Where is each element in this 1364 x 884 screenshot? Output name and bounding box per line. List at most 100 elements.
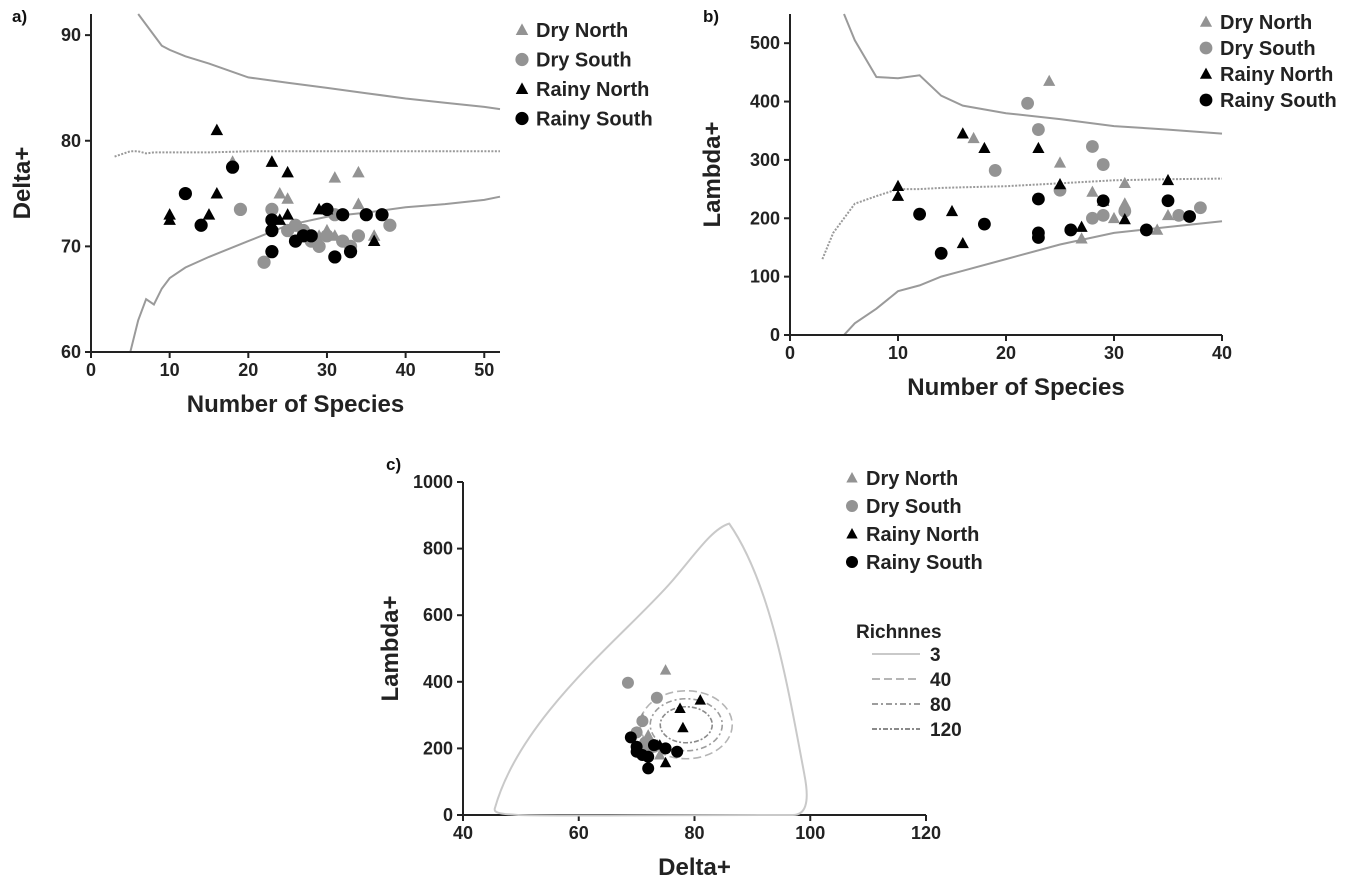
x-axis-label: Delta+ [658, 854, 731, 881]
legend-label-rainy-north: Rainy North [1220, 64, 1333, 86]
point-dry-south [383, 218, 397, 232]
x-axis-label: Number of Species [907, 374, 1124, 401]
legend-label-dry-north: Dry North [1220, 12, 1312, 34]
x-tick-label: 30 [1104, 343, 1124, 363]
point-rainy-south [265, 223, 279, 238]
y-tick-label: 90 [61, 25, 81, 45]
y-tick-label: 0 [770, 325, 780, 345]
funnel-upper-line [137, 13, 501, 111]
x-tick-label: 10 [160, 360, 180, 380]
point-dry-north [1086, 185, 1099, 197]
y-tick-label: 1000 [413, 472, 453, 492]
point-dry-south [1096, 158, 1110, 171]
point-dry-north [1107, 211, 1121, 224]
y-tick-label: 200 [750, 208, 780, 228]
point-rainy-north [694, 694, 706, 705]
point-rainy-south [659, 742, 672, 755]
point-rainy-south [1161, 194, 1175, 208]
funnel-lower-line [822, 220, 1223, 334]
point-rainy-south [1096, 194, 1110, 208]
legend-marker-rainy-north [1199, 67, 1213, 79]
y-tick-label: 100 [750, 267, 780, 287]
point-dry-south [257, 255, 271, 269]
funnel-lower-line [129, 195, 501, 351]
x-tick-label: 40 [1212, 343, 1232, 363]
legend-label-dry-north: Dry North [536, 20, 628, 42]
point-rainy-south [178, 186, 192, 201]
y-tick-label: 80 [61, 131, 81, 151]
point-dry-north [273, 186, 287, 199]
point-rainy-south [934, 246, 948, 260]
point-dry-south [1172, 208, 1186, 222]
point-dry-north [1151, 223, 1164, 235]
y-tick-label: 500 [750, 33, 780, 53]
point-rainy-south [265, 213, 279, 227]
x-tick-label: 0 [86, 360, 96, 380]
y-tick-label: 60 [61, 342, 81, 362]
x-tick-label: 100 [795, 823, 825, 843]
legend-label-rainy-north: Rainy North [866, 524, 979, 546]
point-dry-south [636, 715, 649, 728]
point-dry-south [233, 202, 248, 217]
point-rainy-south [978, 217, 991, 231]
point-dry-north [1043, 74, 1056, 86]
legend-marker-rainy-south [1199, 93, 1213, 107]
point-rainy-south [647, 739, 660, 752]
point-dry-south [1086, 211, 1099, 225]
x-tick-label: 30 [317, 360, 337, 380]
point-rainy-north [202, 208, 216, 220]
point-rainy-south [328, 250, 342, 264]
point-dry-south [265, 202, 279, 217]
panel-label: a) [12, 7, 27, 26]
point-dry-south [650, 691, 663, 704]
y-tick-label: 70 [61, 236, 81, 256]
point-rainy-north [659, 756, 672, 768]
y-tick-label: 600 [423, 605, 453, 625]
legend-label-dry-south: Dry South [866, 496, 962, 518]
panel-c: 40 60 80 100 120 0 200 400 600 800 1000 Delta+ Lambd… [377, 455, 983, 881]
x-tick-label: 10 [888, 343, 908, 363]
legend-marker-rainy-north [846, 528, 858, 539]
point-dry-north [352, 165, 365, 178]
y-tick-label: 0 [443, 805, 453, 825]
legend-marker-dry-south [1199, 41, 1213, 55]
x-tick-label: 50 [474, 360, 494, 380]
point-rainy-north [674, 702, 686, 713]
point-dry-south [351, 229, 366, 243]
point-rainy-north [1032, 141, 1045, 154]
richness-legend-title: Richnnes [856, 622, 942, 643]
richness-80-contour [649, 697, 724, 752]
panel-label: b) [703, 7, 719, 26]
point-rainy-south [1183, 210, 1196, 223]
point-dry-south [1032, 123, 1045, 136]
legend-label-rainy-south: Rainy South [1220, 90, 1337, 112]
point-rainy-south [225, 160, 240, 174]
point-dry-south [1194, 201, 1207, 215]
legend-label-dry-south: Dry South [1220, 38, 1316, 60]
x-tick-label: 40 [453, 823, 473, 843]
point-rainy-north [1075, 220, 1088, 232]
x-tick-label: 20 [996, 343, 1016, 363]
point-dry-north [967, 131, 980, 144]
point-dry-north [352, 197, 365, 210]
point-rainy-south [1032, 192, 1045, 206]
point-rainy-north [1161, 173, 1175, 186]
y-axis-label: Delta+ [9, 147, 36, 220]
point-rainy-south [1064, 223, 1078, 237]
point-dry-south [1086, 140, 1099, 153]
point-rainy-south [1032, 231, 1045, 244]
richness-legend-label-3: 3 [930, 645, 941, 666]
point-dry-south [1021, 96, 1034, 110]
point-rainy-north [163, 213, 176, 225]
funnel-mean-line [114, 150, 500, 158]
point-dry-south [1118, 204, 1132, 218]
richness-legend-label-120: 120 [930, 720, 962, 741]
y-tick-label: 200 [423, 738, 453, 758]
point-dry-south [320, 229, 334, 243]
funnel-upper-line [843, 13, 1223, 135]
point-rainy-south [642, 762, 655, 775]
point-dry-south [312, 239, 326, 253]
legend-marker-dry-south [846, 500, 858, 512]
point-rainy-north [945, 204, 959, 217]
legend-marker-rainy-south [515, 111, 529, 126]
